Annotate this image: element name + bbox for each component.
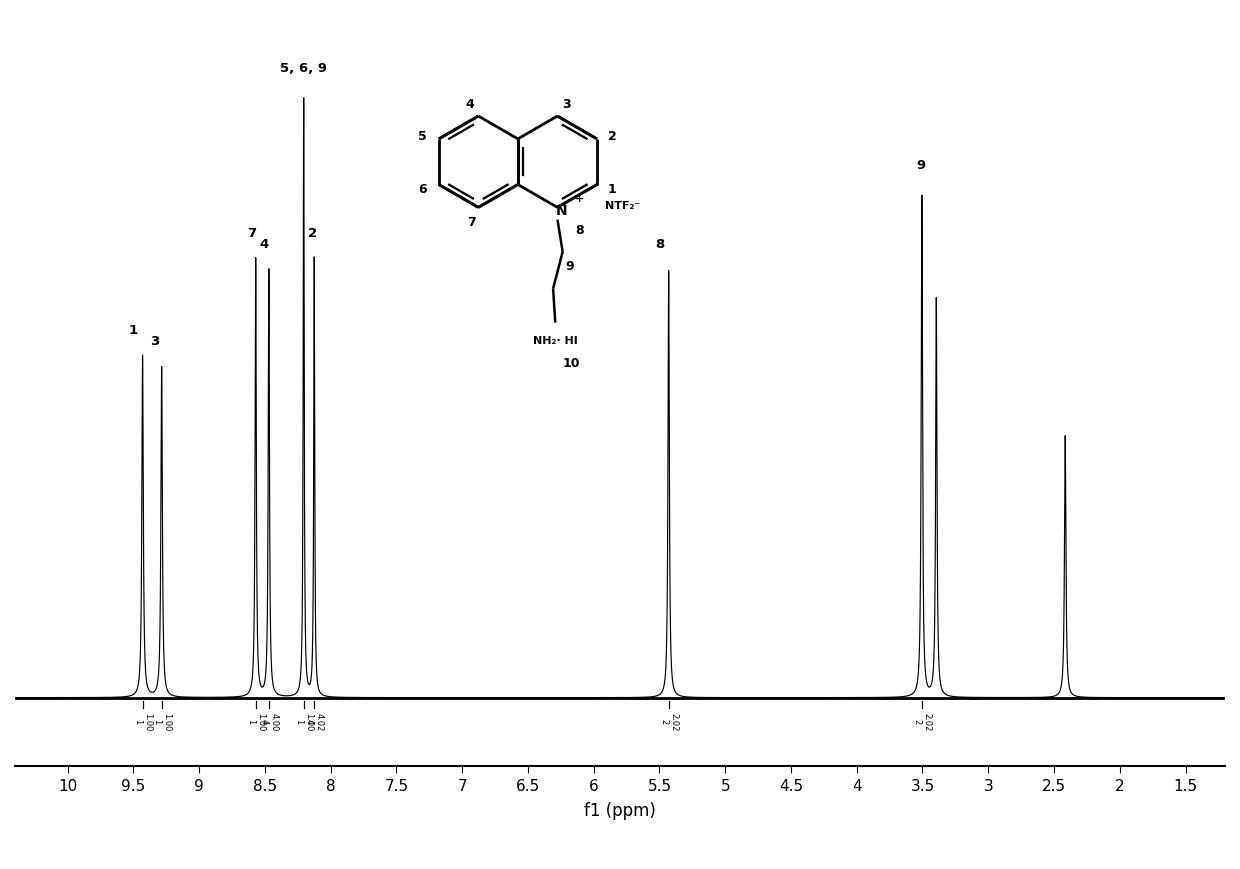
- Text: 1.00
1: 1.00 1: [153, 712, 171, 731]
- Text: 2.02
2: 2.02 2: [913, 712, 931, 731]
- Text: 4.02
4: 4.02 4: [305, 712, 324, 731]
- Text: 7: 7: [247, 227, 257, 240]
- Text: 5, 6, 9: 5, 6, 9: [279, 62, 326, 75]
- Text: 9: 9: [916, 158, 926, 171]
- Text: 3: 3: [150, 335, 159, 348]
- Text: 8: 8: [655, 238, 665, 251]
- X-axis label: f1 (ppm): f1 (ppm): [584, 801, 656, 819]
- Text: 4: 4: [259, 238, 268, 251]
- Text: 1.00
1: 1.00 1: [247, 712, 265, 731]
- Text: 1.00
1: 1.00 1: [294, 712, 312, 731]
- Text: 2.02
2: 2.02 2: [660, 712, 678, 731]
- Text: 4.00
4: 4.00 4: [259, 712, 278, 731]
- Text: 1: 1: [129, 323, 138, 336]
- Text: 1.00
1: 1.00 1: [133, 712, 153, 731]
- Text: 2: 2: [308, 227, 316, 240]
